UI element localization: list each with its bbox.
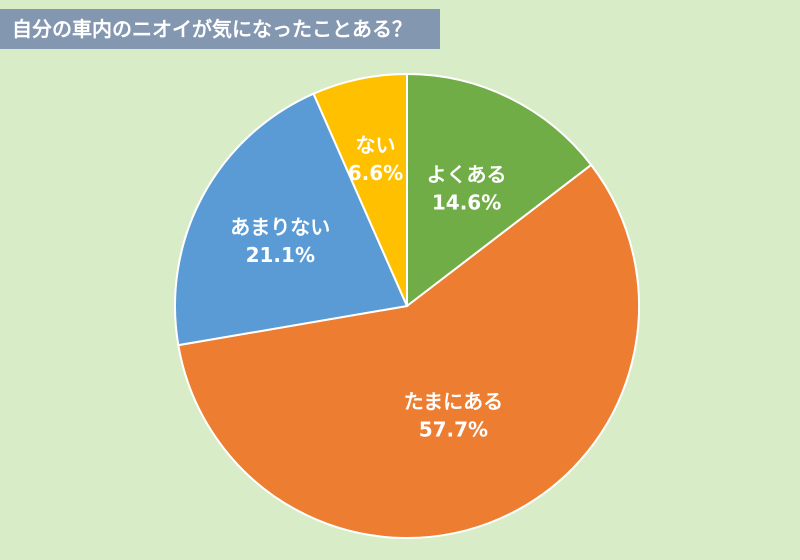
slice-value-never: 6.6% bbox=[348, 161, 403, 185]
pie-slice-never bbox=[312, 72, 408, 307]
pie-slice-often bbox=[406, 72, 593, 309]
pie-slice-rarely bbox=[174, 92, 409, 347]
pie-slice-sometimes bbox=[177, 163, 640, 539]
slice-label-rarely: あまりない bbox=[230, 215, 330, 239]
chart-title: 自分の車内のニオイが気になったことある？ bbox=[0, 9, 440, 49]
slice-value-sometimes: 57.7% bbox=[419, 417, 488, 441]
slice-label-never: ない bbox=[355, 133, 395, 157]
slice-value-rarely: 21.1% bbox=[246, 243, 315, 267]
slice-value-often: 14.6% bbox=[432, 190, 501, 214]
slice-label-sometimes: たまにある bbox=[404, 389, 503, 413]
slice-label-often: よくある bbox=[427, 162, 507, 186]
